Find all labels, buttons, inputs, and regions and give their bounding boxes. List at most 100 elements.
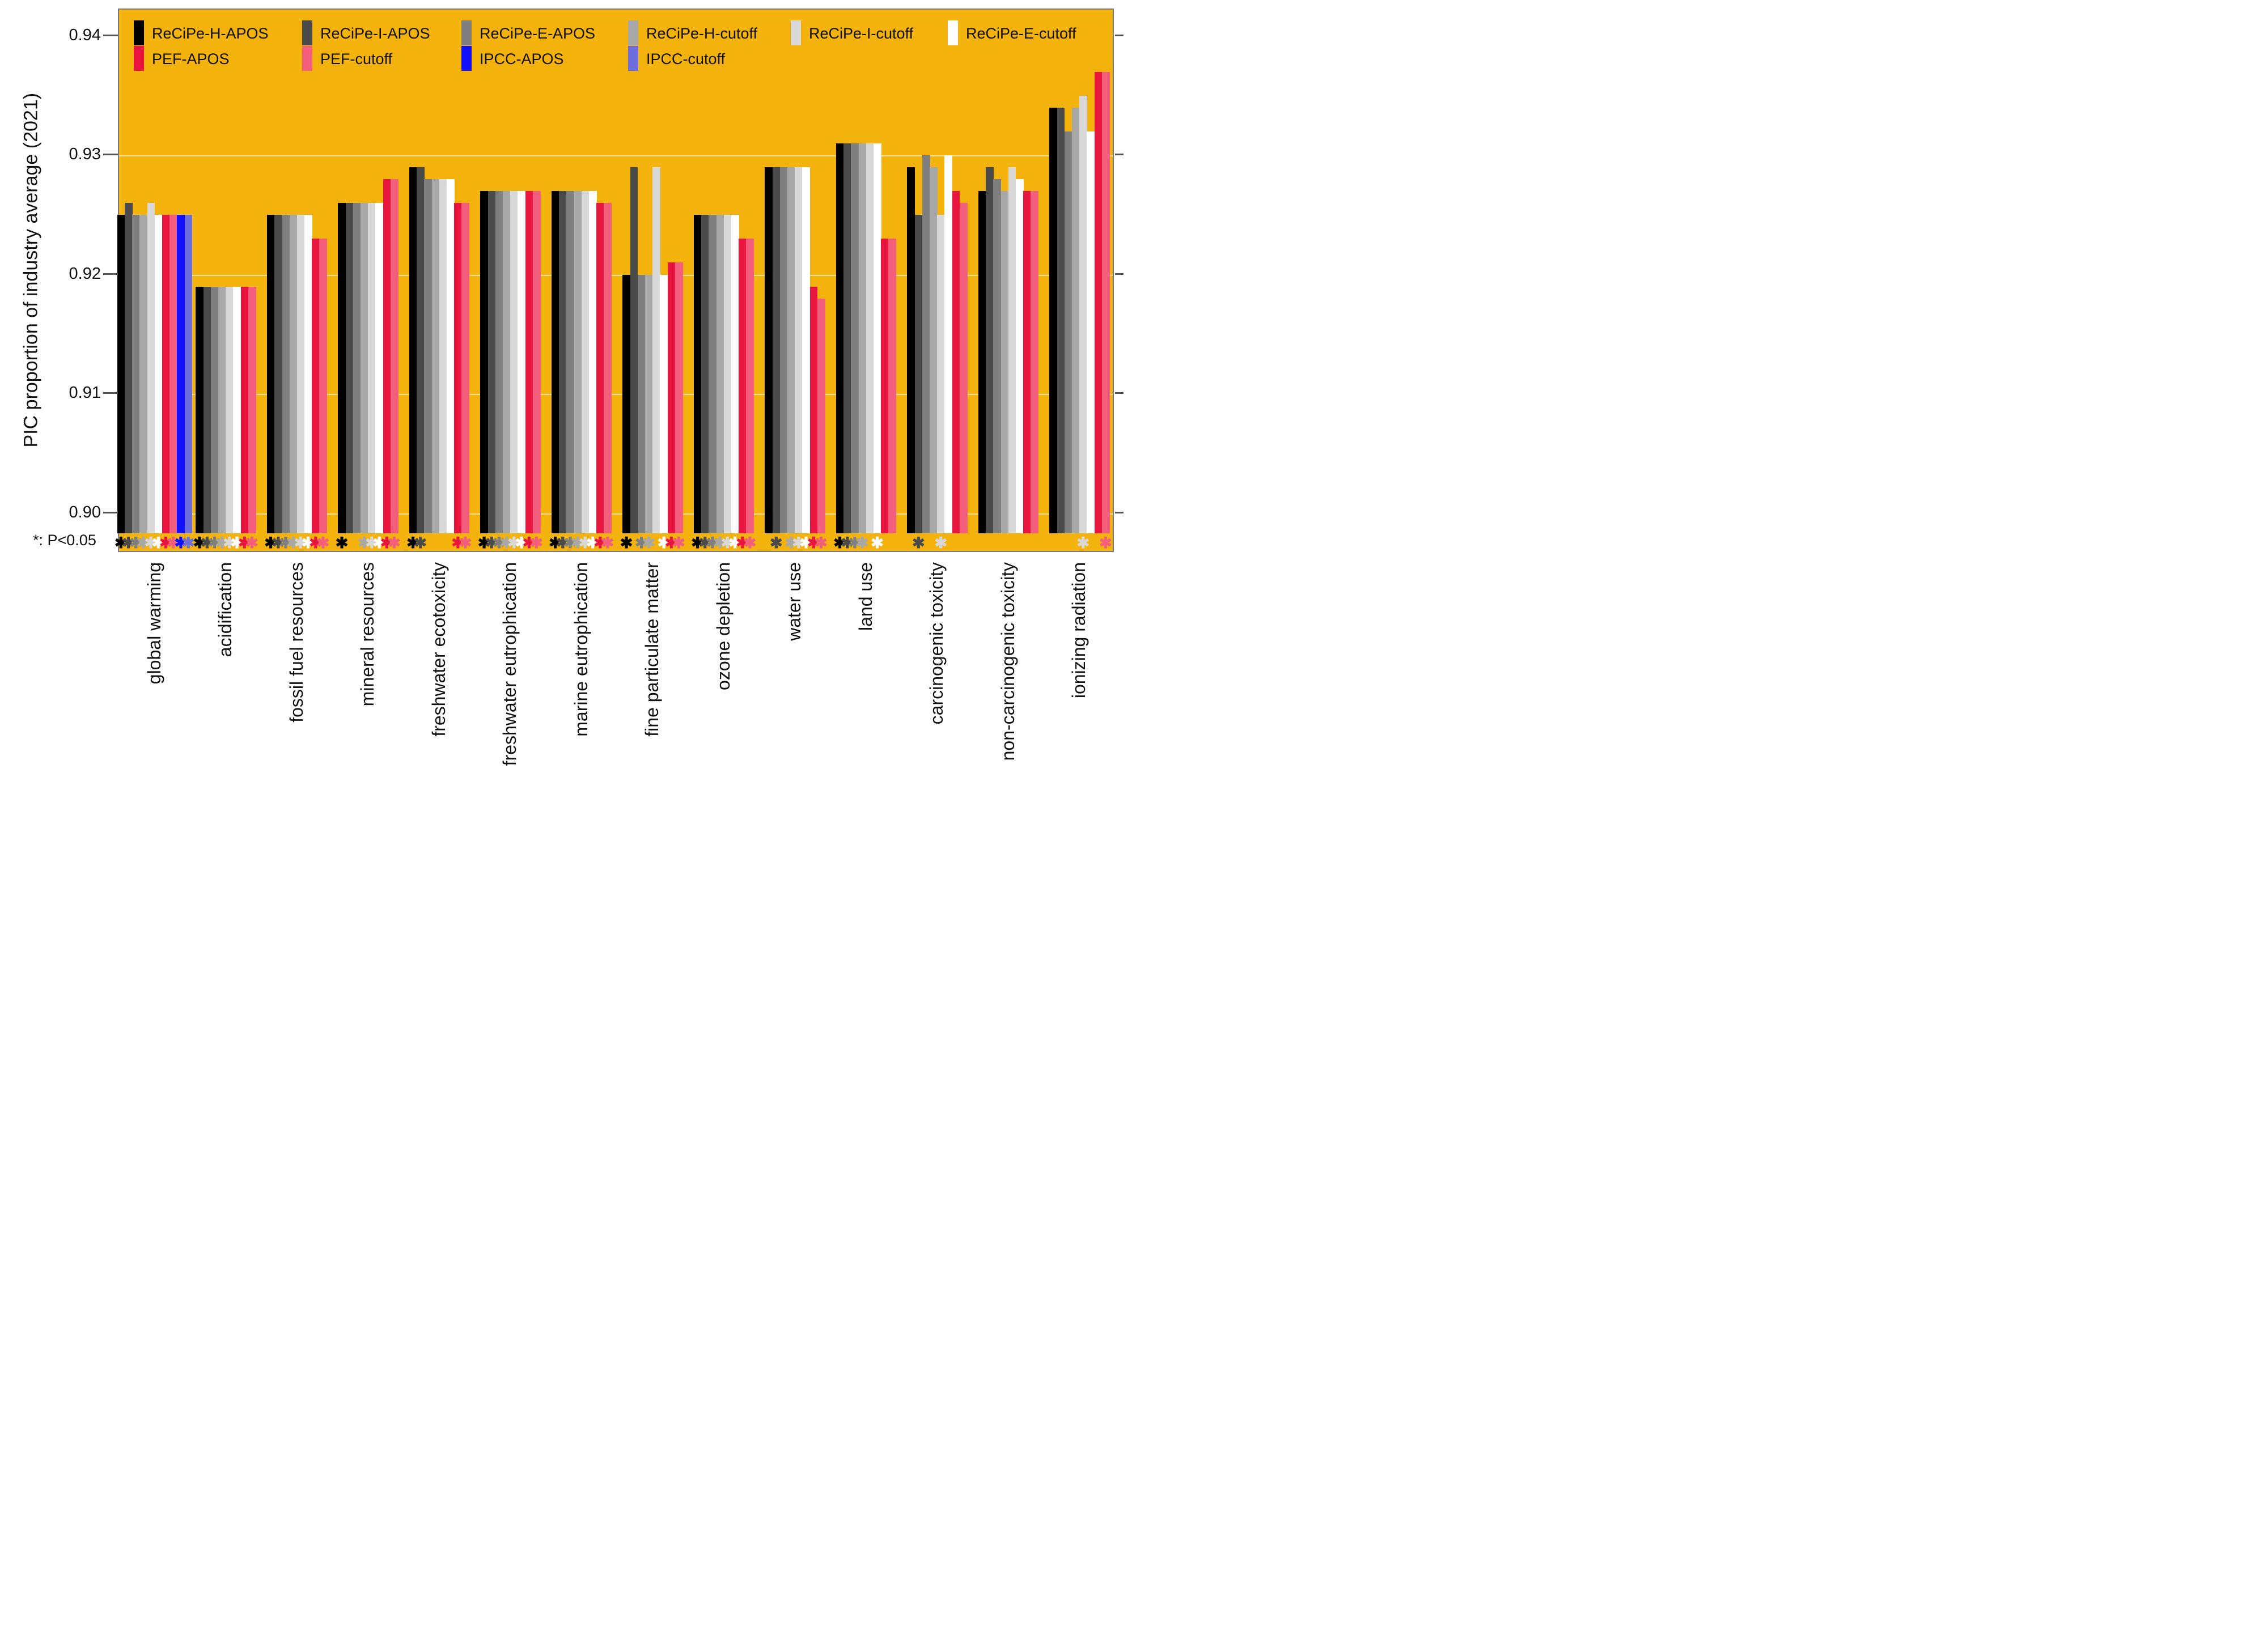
bar-PEFc [390, 179, 398, 533]
significance-asterisk: ✱ [620, 534, 633, 551]
bar-Ic [723, 215, 732, 533]
bar-H [480, 191, 489, 533]
legend-swatch-IPCCc [628, 46, 638, 71]
bar-Hc [361, 203, 368, 533]
significance-asterisk: ✱ [193, 534, 206, 551]
significance-asterisk: ✱ [500, 534, 513, 551]
bar-IPCC [177, 215, 185, 533]
bar-PEFc [746, 239, 754, 533]
bar-H [551, 191, 559, 533]
bar-H [622, 274, 631, 533]
axis-tick [103, 392, 118, 394]
significance-asterisk: ✱ [414, 534, 427, 551]
bar-Ic [510, 191, 518, 533]
significance-asterisk: ✱ [215, 534, 228, 551]
bar-PEFc [959, 203, 968, 533]
significance-asterisk: ✱ [728, 534, 741, 551]
legend-swatch-Hc [628, 20, 638, 45]
bar-E [282, 215, 290, 533]
x-category-label: marine eutrophication [570, 562, 591, 737]
bar-Ec [660, 274, 668, 533]
bar-I [986, 167, 994, 533]
significance-asterisk: ✱ [522, 534, 536, 551]
significance-asterisk: ✱ [549, 534, 562, 551]
bar-Hc [930, 167, 938, 533]
plot-area: ✱ ✱ ✱ ✱ ✱ ✱ ✱ ✱ ✱ ✱ ✱ ✱ ✱ ✱ ✱ ✱ ✱ ✱ ✱ ✱ ✱ ✱ ✱ ✱ ✱ ✱ ✱ ✱ ✱ ✱ ✱ ✱ ✱ ✱ ✱ ✱ ✱ ✱ ✱ ✱… [115, 9, 1114, 552]
significance-asterisk: ✱ [713, 534, 727, 551]
significance-asterisk: ✱ [785, 534, 798, 551]
bar-Hc [716, 215, 724, 533]
bar-E [132, 215, 140, 533]
bar-PEF [525, 191, 533, 533]
significance-asterisk: ✱ [1099, 534, 1112, 551]
y-tick-label: 0.92 [69, 264, 101, 283]
significance-asterisk: ✱ [238, 534, 251, 551]
bar-PEFc [1101, 71, 1110, 533]
bar-Ic [1079, 95, 1087, 533]
axis-tick [1115, 511, 1124, 513]
bar-E [779, 167, 788, 533]
significance-asterisk: ✱ [137, 534, 150, 551]
significance-asterisk: ✱ [1076, 534, 1090, 551]
significance-asterisk: ✱ [294, 534, 307, 551]
significance-asterisk: ✱ [279, 534, 292, 551]
bar-I [487, 191, 496, 533]
legend-label: ReCiPe-I-APOS [320, 25, 430, 42]
significance-asterisk: ✱ [743, 534, 757, 551]
legend-label: PEF-APOS [152, 50, 230, 67]
bar-PEFc [532, 191, 541, 533]
bar-H [117, 215, 125, 533]
legend-swatch-E [461, 20, 472, 45]
significance-asterisk: ✱ [515, 534, 528, 551]
significance-asterisk: ✱ [365, 534, 379, 551]
significance-asterisk: ✱ [129, 534, 143, 551]
bar-I [701, 215, 709, 533]
bar-Ec [1015, 179, 1024, 533]
bar-H [338, 203, 346, 533]
bar-Ic [296, 215, 305, 533]
bar-Hc [503, 191, 511, 533]
x-category-label: land use [855, 562, 876, 631]
significance-asterisk: ✱ [358, 534, 371, 551]
bar-H [836, 143, 844, 533]
significance-asterisk: ✱ [799, 534, 813, 551]
significance-asterisk: ✱ [601, 534, 614, 551]
significance-note: *: P<0.05 [33, 532, 96, 549]
bar-I [274, 215, 282, 533]
x-category-label: freshwater ecotoxicity [428, 562, 449, 737]
bar-PEF [383, 179, 391, 533]
x-category-label: acidification [215, 562, 236, 657]
bar-PEF [881, 239, 889, 533]
bar-Ic [147, 203, 155, 533]
significance-asterisk: ✱ [593, 534, 607, 551]
bar-Ec [944, 155, 953, 533]
axis-tick [103, 154, 118, 155]
legend-label: ReCiPe-E-cutoff [966, 25, 1076, 42]
bar-Ec [802, 167, 811, 533]
legend-swatch-IPCC [461, 46, 472, 71]
bar-I [772, 167, 781, 533]
significance-asterisk: ✱ [571, 534, 584, 551]
bar-I [630, 167, 638, 533]
y-tick-label: 0.91 [69, 384, 101, 402]
bar-E [566, 191, 575, 533]
bar-Ec [731, 215, 739, 533]
bar-PEFc [169, 215, 177, 533]
significance-asterisk: ✱ [642, 534, 655, 551]
bar-Ec [873, 143, 881, 533]
significance-asterisk: ✱ [769, 534, 783, 551]
bar-PEF [667, 262, 676, 533]
significance-asterisk: ✱ [406, 534, 419, 551]
bar-Ec [375, 203, 384, 533]
bar-E [495, 191, 503, 533]
x-category-label: freshwater eutrophication [499, 562, 520, 766]
significance-asterisk: ✱ [223, 534, 236, 551]
bar-E [851, 143, 859, 533]
bar-Ec [518, 191, 526, 533]
bar-H [978, 191, 986, 533]
bar-PEF [596, 203, 604, 533]
bar-Ic [439, 179, 447, 533]
significance-asterisk: ✱ [530, 534, 543, 551]
bar-IPCCc [184, 215, 193, 533]
significance-asterisk: ✱ [208, 534, 221, 551]
